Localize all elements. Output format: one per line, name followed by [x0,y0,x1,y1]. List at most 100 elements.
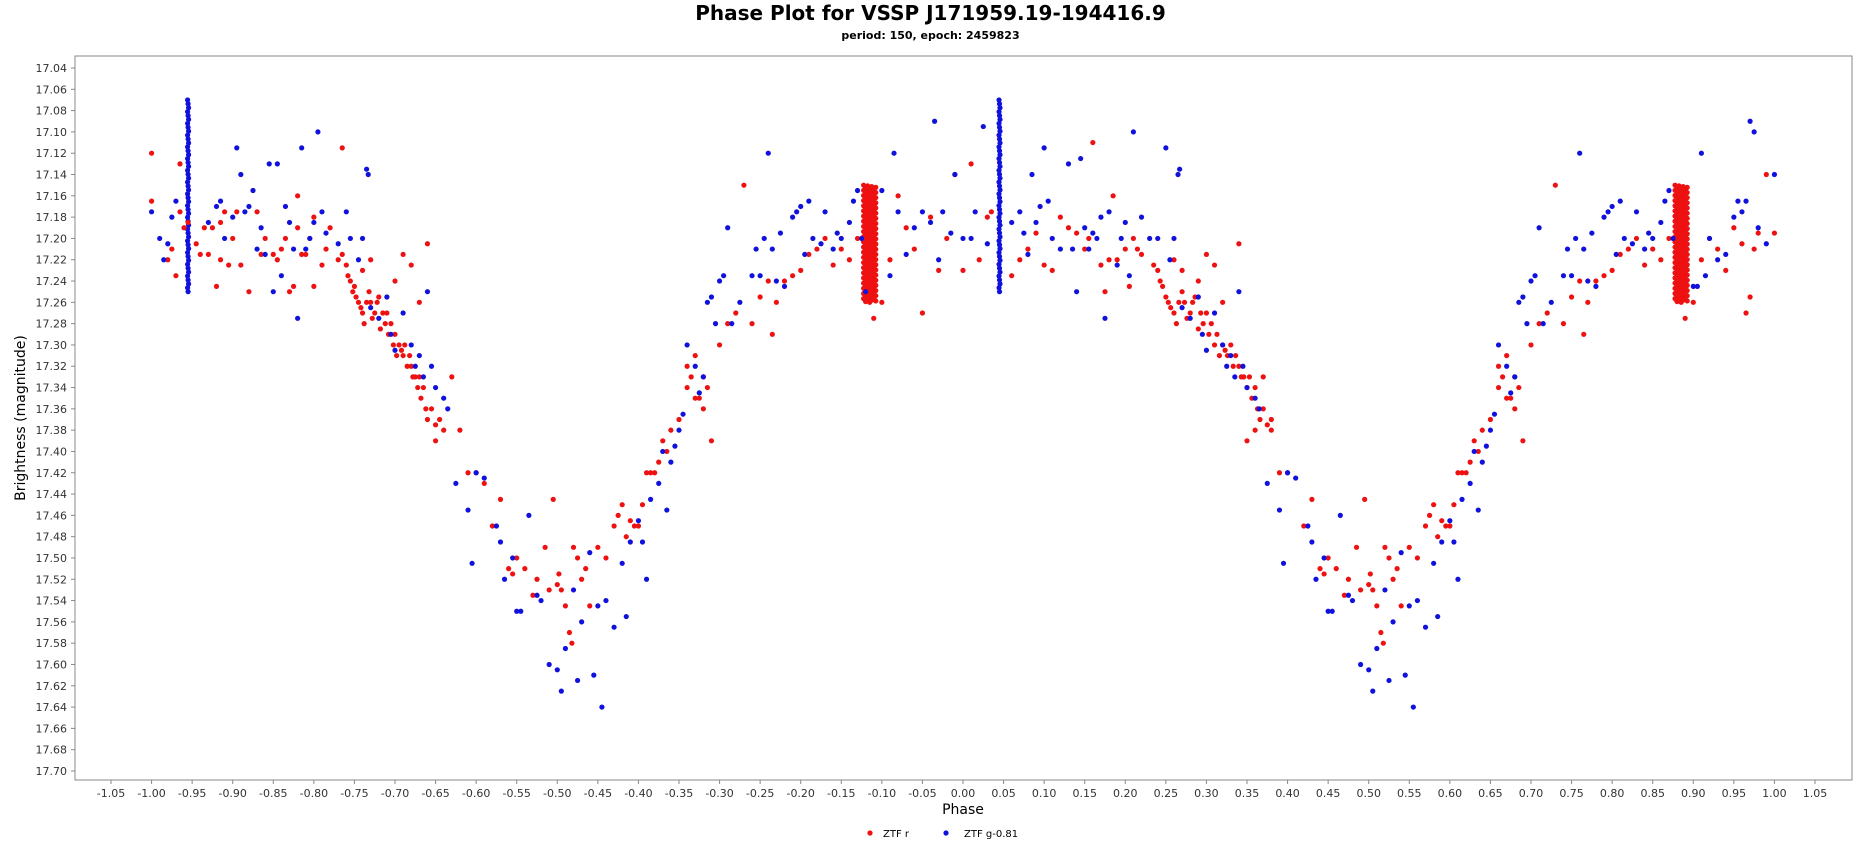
cluster-point [185,105,192,111]
point-ztf-g-0-81 [1410,704,1416,710]
cluster-point [184,285,191,291]
y-tick-label: 17.48 [36,531,68,544]
point-ztf-r [830,262,836,268]
point-ztf-r [424,416,431,423]
point-ztf-g-0-81 [400,310,406,316]
point-ztf-g-0-81 [700,374,706,380]
cluster-point [997,199,1003,205]
point-ztf-r [390,342,396,348]
point-ztf-r [1041,262,1047,268]
point-ztf-g-0-81 [1621,235,1627,242]
cluster-point [996,132,1002,138]
point-ztf-r [148,198,155,204]
point-ztf-g-0-81 [274,161,280,167]
point-ztf-r [838,246,844,252]
point-ztf-g-0-81 [388,331,394,337]
point-ztf-g-0-81 [619,560,625,566]
point-ztf-g-0-81 [1163,145,1169,151]
point-ztf-g-0-81 [1629,241,1636,247]
point-ztf-g-0-81 [1293,475,1299,481]
point-ztf-r [418,395,424,401]
cluster-point [185,265,191,271]
point-ztf-r [704,384,711,391]
cluster-point [184,179,191,185]
point-ztf-r [339,251,345,258]
point-ztf-r [369,315,375,321]
point-ztf-r [574,555,581,561]
point-ztf-r [1157,278,1163,284]
point-ztf-g-0-81 [1536,225,1542,231]
y-tick-label: 17.42 [36,467,68,480]
point-ztf-g-0-81 [1082,225,1088,231]
point-ztf-g-0-81 [1439,539,1445,545]
point-ztf-r [534,576,540,582]
point-ztf-r [441,427,447,433]
point-ztf-r [692,352,698,359]
y-tick-label: 17.34 [36,382,68,395]
cluster-point [996,167,1002,173]
point-ztf-g-0-81 [1548,299,1554,305]
point-ztf-r [664,448,670,455]
y-tick-label: 17.28 [36,318,68,331]
point-ztf-g-0-81 [1459,496,1465,502]
x-tick-label: -0.55 [502,787,530,800]
cluster-point [997,175,1003,181]
point-ztf-g-0-81 [721,273,727,279]
y-tick-label: 17.36 [36,403,68,416]
y-tick-label: 17.46 [36,509,68,522]
point-ztf-r [716,342,723,348]
point-ztf-g-0-81 [497,539,504,545]
point-ztf-g-0-81 [1483,443,1489,449]
cluster-point [996,214,1002,220]
cluster-point [185,242,191,248]
cluster-point [185,101,191,107]
point-ztf-g-0-81 [1138,214,1145,220]
point-ztf-r [988,209,995,215]
point-ztf-r [1203,310,1210,316]
cluster-point [996,289,1003,295]
cluster-point [996,230,1003,236]
point-ztf-r [377,326,383,332]
point-ztf-g-0-81 [1739,209,1745,215]
point-ztf-r [1520,438,1526,444]
point-ztf-g-0-81 [161,257,167,263]
point-ztf-r [798,267,804,273]
y-axis: 17.04 17.06 17.08 17.10 17.12 17.14 17.16 17.18… [36,62,75,778]
point-ztf-g-0-81 [648,496,654,502]
cluster-point [997,257,1003,263]
y-tick-label: 17.30 [36,339,68,352]
cluster-point [185,113,191,119]
point-ztf-g-0-81 [1479,459,1485,465]
x-tick-label: -0.50 [543,787,571,800]
cluster-point [997,140,1003,146]
point-ztf-g-0-81 [1755,225,1761,231]
point-ztf-r [402,342,408,348]
y-tick-label: 17.52 [36,573,68,586]
point-ztf-g-0-81 [1284,470,1291,476]
point-ztf-r [1200,321,1206,327]
x-tick-label: -0.45 [584,787,612,800]
point-ztf-r [424,241,431,247]
point-ztf-g-0-81 [1069,246,1076,252]
point-ztf-r [1230,363,1236,369]
point-ztf-g-0-81 [1171,235,1177,242]
cluster-point [185,234,192,240]
point-ztf-g-0-81 [1009,219,1015,226]
point-ztf-r [408,363,414,369]
point-ztf-r [1033,230,1039,236]
point-ztf-r [522,566,528,572]
cluster-point [996,120,1002,127]
x-tick-label: 0.95 [1722,787,1747,800]
point-ztf-g-0-81 [364,166,370,172]
cluster-point [185,128,192,134]
point-ztf-r [1447,523,1453,529]
point-ztf-r [725,321,731,327]
point-ztf-r [514,555,520,561]
y-tick-label: 17.56 [36,616,68,629]
point-ztf-r [1276,470,1283,476]
cluster-point [184,167,191,173]
point-ztf-g-0-81 [1195,294,1201,300]
point-ztf-r [1731,225,1737,231]
point-ztf-r [1439,518,1445,524]
